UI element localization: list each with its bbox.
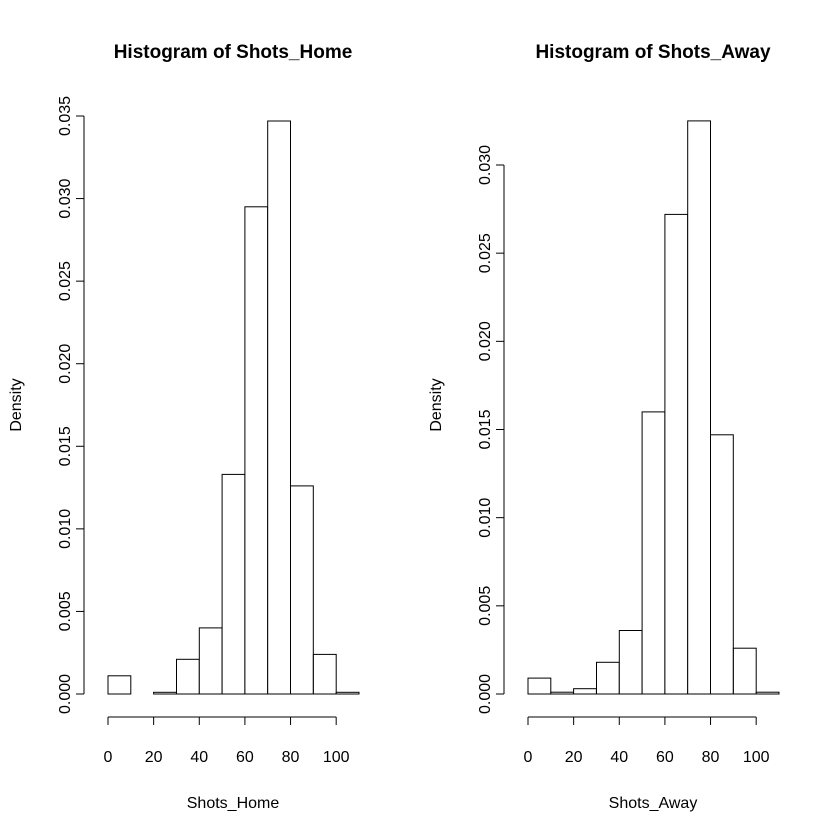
y-tick-label: 0.000: [477, 674, 494, 714]
histogram-bar: [107, 675, 132, 695]
y-tick-label: 0.035: [57, 96, 74, 136]
y-tick-label: 0.020: [477, 321, 494, 361]
bar-group: [527, 120, 780, 695]
x-tick-label: 80: [282, 749, 300, 766]
y-tick-label: 0.010: [477, 498, 494, 538]
histogram-bar: [618, 630, 643, 695]
x-axis: 0 20 40 60 80 100: [104, 716, 350, 766]
x-tick-label: 20: [565, 749, 583, 766]
x-tick-label: 60: [656, 749, 674, 766]
histogram-bar: [244, 206, 269, 695]
histogram-bar: [664, 213, 689, 695]
x-tick-label: 60: [236, 749, 254, 766]
histogram-bar: [527, 677, 552, 695]
y-axis: 0.000 0.005 0.010 0.015 0.020 0.025 0.030 0.035: [57, 96, 85, 714]
x-tick-label: 100: [323, 749, 350, 766]
histogram-bar: [221, 473, 246, 695]
y-tick-label: 0.025: [477, 233, 494, 273]
histogram-bar: [641, 411, 666, 695]
x-tick-label: 40: [610, 749, 628, 766]
x-axis-label: Shots_Home: [187, 795, 280, 812]
y-tick-label: 0.015: [477, 409, 494, 449]
y-tick-label: 0.015: [57, 426, 74, 466]
y-tick-label: 0.000: [57, 674, 74, 714]
x-axis-label: Shots_Away: [609, 795, 698, 812]
y-tick-label: 0.030: [477, 145, 494, 185]
y-tick-label: 0.020: [57, 344, 74, 384]
histogram-panel-away: Histogram of Shots_Away Shots_Away Densi…: [428, 42, 780, 812]
x-tick-label: 40: [190, 749, 208, 766]
histogram-panel-home: Histogram of Shots_Home Shots_Home Densi…: [8, 42, 360, 812]
y-tick-label: 0.005: [57, 591, 74, 631]
histogram-bar: [176, 658, 200, 695]
histogram-bar: [198, 627, 223, 695]
x-tick-label: 0: [524, 749, 533, 766]
histogram-bar: [312, 653, 337, 695]
histogram-bar: [153, 691, 177, 695]
y-tick-label: 0.025: [57, 261, 74, 301]
histogram-bar: [710, 434, 734, 695]
x-tick-label: 80: [702, 749, 720, 766]
histogram-bar: [290, 485, 314, 695]
y-tick-label: 0.010: [57, 509, 74, 549]
histogram-bar: [335, 691, 360, 695]
y-axis-label: Density: [428, 378, 445, 431]
histogram-bar: [573, 688, 597, 695]
chart-title: Histogram of Shots_Home: [114, 42, 353, 63]
y-axis: 0.000 0.005 0.010 0.015 0.020 0.025 0.030: [477, 145, 505, 714]
y-axis-label: Density: [8, 378, 25, 431]
y-tick-label: 0.005: [477, 586, 494, 626]
histogram-bar: [755, 691, 780, 695]
y-tick-label: 0.030: [57, 178, 74, 218]
x-tick-label: 0: [104, 749, 113, 766]
chart-title: Histogram of Shots_Away: [535, 42, 771, 63]
x-tick-label: 20: [145, 749, 163, 766]
x-tick-label: 100: [743, 749, 770, 766]
histogram-bar: [732, 647, 757, 695]
histogram-bar: [596, 661, 620, 695]
bar-group: [107, 120, 360, 695]
histogram-bar: [267, 120, 292, 695]
x-axis: 0 20 40 60 80 100: [524, 716, 770, 766]
histogram-bar: [687, 120, 712, 695]
histogram-bar: [550, 691, 575, 695]
